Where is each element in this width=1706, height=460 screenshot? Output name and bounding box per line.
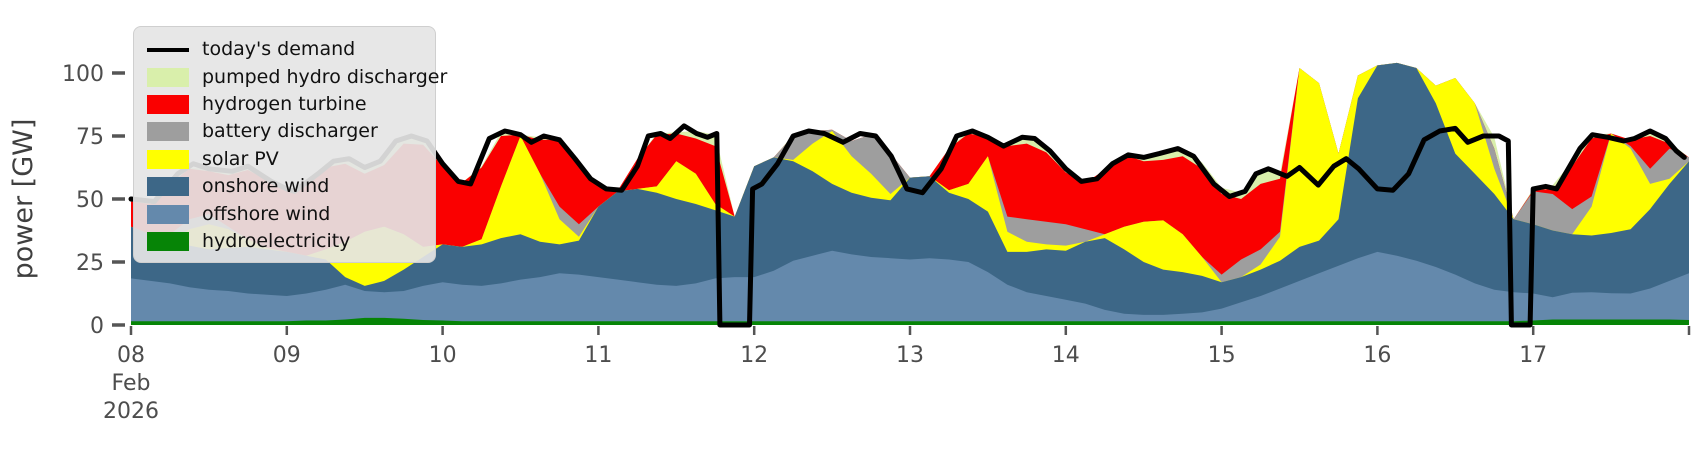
legend-label: battery discharger — [202, 120, 378, 143]
legend-item-battery: battery discharger — [134, 118, 435, 145]
x-tick-label: 08 — [117, 343, 145, 368]
y-axis-title: power [GW] — [8, 119, 39, 280]
legend-swatch-hydro — [147, 231, 189, 251]
x-tick-label: 13 — [896, 343, 924, 368]
legend-swatch-onshore — [147, 177, 189, 197]
x-tick-label: 10 — [429, 343, 457, 368]
area-offshore — [131, 250, 1689, 325]
legend-swatch-offshore — [147, 204, 189, 224]
x-tick-sublabel: Feb — [112, 371, 151, 396]
y-tick-label: 50 — [76, 188, 104, 213]
y-tick-label: 25 — [76, 251, 104, 276]
legend-swatch-hydrogen — [147, 94, 189, 114]
legend-item-hydro: hydroelectricity — [134, 228, 435, 255]
legend-item-onshore: onshore wind — [134, 173, 435, 200]
legend-item-demand: today's demand — [134, 36, 435, 63]
legend-item-pumped: pumped hydro discharger — [134, 63, 447, 90]
legend-label: solar PV — [202, 147, 279, 170]
legend-swatch-pumped — [147, 67, 189, 87]
x-axis: 08 Feb 2026 09 10 11 12 13 14 15 16 17 — [103, 326, 1691, 424]
legend-swatch-demand — [147, 47, 189, 52]
legend-item-solar: solar PV — [134, 146, 435, 173]
x-tick-label: 09 — [273, 343, 301, 368]
legend-label: onshore wind — [202, 175, 330, 198]
x-tick-label: 14 — [1052, 343, 1080, 368]
x-tick-sublabel: 2026 — [103, 399, 159, 424]
y-axis: 0 25 50 75 100 — [62, 62, 125, 339]
x-tick-label: 11 — [584, 343, 612, 368]
area-onshore — [131, 62, 1689, 326]
legend-swatch-battery — [147, 122, 189, 142]
legend: today's demand pumped hydro discharger hyd… — [133, 26, 447, 264]
y-tick-label: 100 — [62, 62, 104, 87]
y-tick-label: 0 — [90, 314, 104, 339]
legend-item-offshore: offshore wind — [134, 200, 435, 227]
x-tick-label: 12 — [740, 343, 768, 368]
x-tick-label: 16 — [1363, 343, 1391, 368]
legend-item-hydrogen: hydrogen turbine — [134, 91, 435, 118]
legend-label: hydroelectricity — [202, 229, 351, 252]
x-tick-label: 15 — [1208, 343, 1236, 368]
legend-label: pumped hydro discharger — [202, 65, 448, 88]
x-tick-label: 17 — [1519, 343, 1547, 368]
area-hydro — [131, 317, 1689, 325]
stacked-areas — [131, 62, 1689, 326]
y-tick-label: 75 — [76, 125, 104, 150]
legend-swatch-solar — [147, 149, 189, 169]
legend-label: offshore wind — [202, 202, 331, 225]
legend-label: today's demand — [202, 38, 356, 61]
legend-label: hydrogen turbine — [202, 92, 367, 115]
